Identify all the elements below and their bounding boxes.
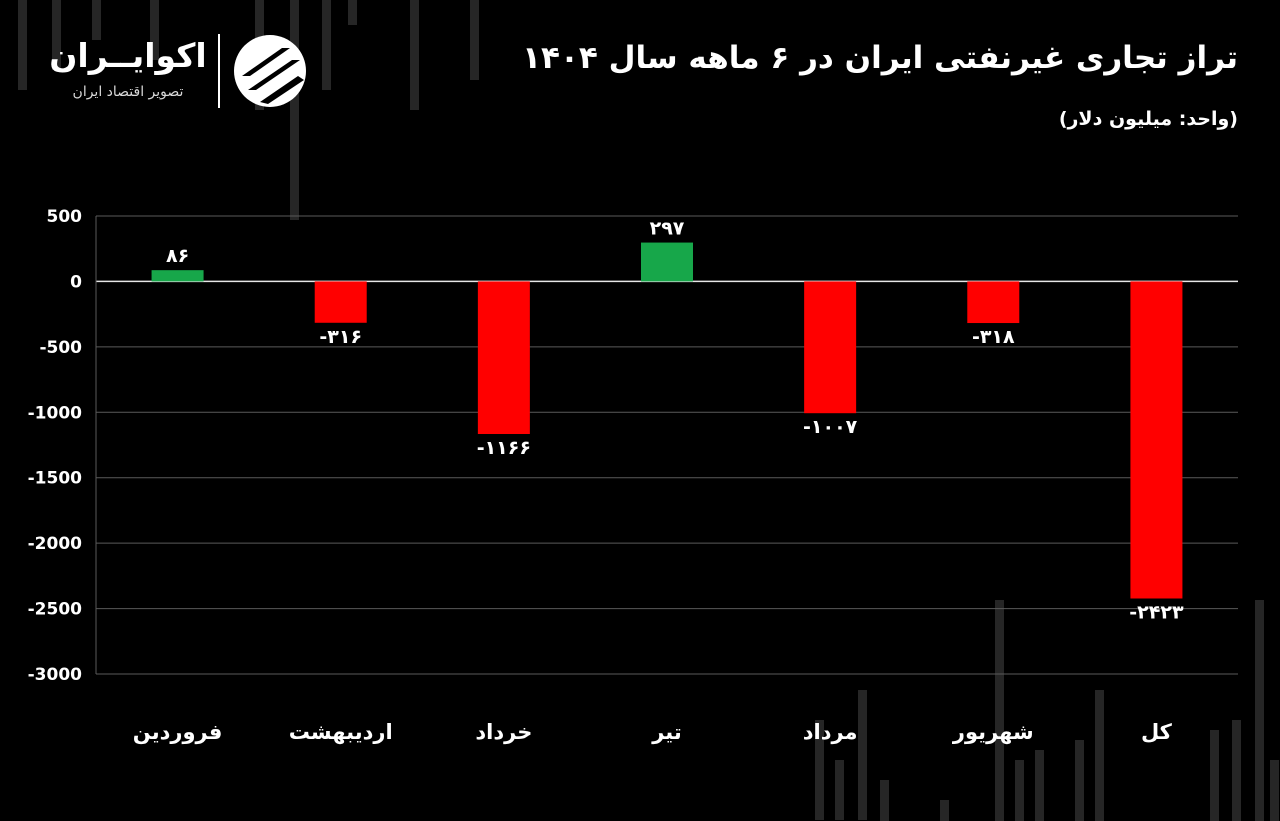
decor-candle	[1270, 760, 1279, 821]
brand-logo: اکوایــران تصویر اقتصاد ایران	[48, 32, 318, 112]
bar-value-label: -۱۰۰۷	[803, 416, 858, 438]
bar	[804, 281, 857, 414]
decor-candle	[858, 690, 867, 820]
x-category-label: شهریور	[952, 720, 1034, 744]
y-tick-label: -3000	[28, 665, 83, 685]
y-tick-label: 0	[70, 272, 82, 292]
chart-title: تراز تجاری غیرنفتی ایران در ۶ ماهه سال ۱…	[522, 40, 1238, 76]
bar-value-label: ۸۶	[166, 245, 189, 267]
bar-value-label: ۲۹۷	[650, 218, 685, 240]
x-category-label: خرداد	[475, 720, 532, 744]
bar	[967, 281, 1020, 324]
decor-candle	[1232, 720, 1241, 821]
y-tick-label: -500	[39, 338, 82, 358]
decor-candle	[348, 0, 357, 25]
decor-candle	[940, 800, 949, 821]
bar	[1130, 281, 1183, 599]
y-tick-label: -1000	[28, 403, 83, 423]
decor-candle	[18, 0, 27, 90]
decor-candle	[1095, 690, 1104, 821]
decor-candle	[995, 600, 1004, 821]
decor-candle	[815, 720, 824, 820]
bar	[151, 270, 204, 282]
unit-subtitle: (واحد: میلیون دلار)	[1058, 108, 1238, 130]
x-category-label: تیر	[651, 720, 682, 744]
bar-value-label: -۱۱۶۶	[477, 437, 531, 459]
x-category-label: مرداد	[803, 720, 858, 744]
x-category-label: اردیبهشت	[289, 720, 393, 744]
ecoiran-logo-icon	[234, 35, 306, 107]
x-category-label: کل	[1141, 720, 1173, 744]
y-tick-label: -2000	[28, 534, 83, 554]
decor-candle	[1075, 740, 1084, 821]
decor-candle	[410, 0, 419, 110]
decor-candle	[1015, 760, 1024, 821]
decor-candle	[880, 780, 889, 821]
brand-name: اکوایــران	[49, 36, 207, 75]
decor-candle	[150, 0, 159, 60]
decor-candle	[470, 0, 479, 80]
decor-candle	[92, 0, 101, 40]
x-category-label: فروردین	[133, 720, 223, 744]
y-tick-label: -2500	[28, 600, 83, 620]
decor-candle	[1035, 750, 1044, 821]
y-tick-label: 500	[47, 207, 83, 227]
bar-value-label: -۳۱۸	[972, 326, 1015, 348]
y-tick-label: -1500	[28, 469, 83, 489]
bar	[314, 281, 367, 323]
decor-candle	[52, 0, 61, 70]
bar	[477, 281, 530, 435]
brand-tagline: تصویر اقتصاد ایران	[72, 84, 184, 100]
logo-divider	[218, 34, 220, 108]
bar	[641, 242, 693, 282]
decor-candle	[290, 0, 299, 220]
decor-candle	[322, 0, 331, 90]
decor-candle	[1255, 600, 1264, 821]
decor-candle	[1210, 730, 1219, 821]
decor-candle	[835, 760, 844, 820]
bar-value-label: -۲۴۲۳	[1129, 601, 1184, 623]
bar-value-label: -۳۱۶	[319, 326, 362, 348]
